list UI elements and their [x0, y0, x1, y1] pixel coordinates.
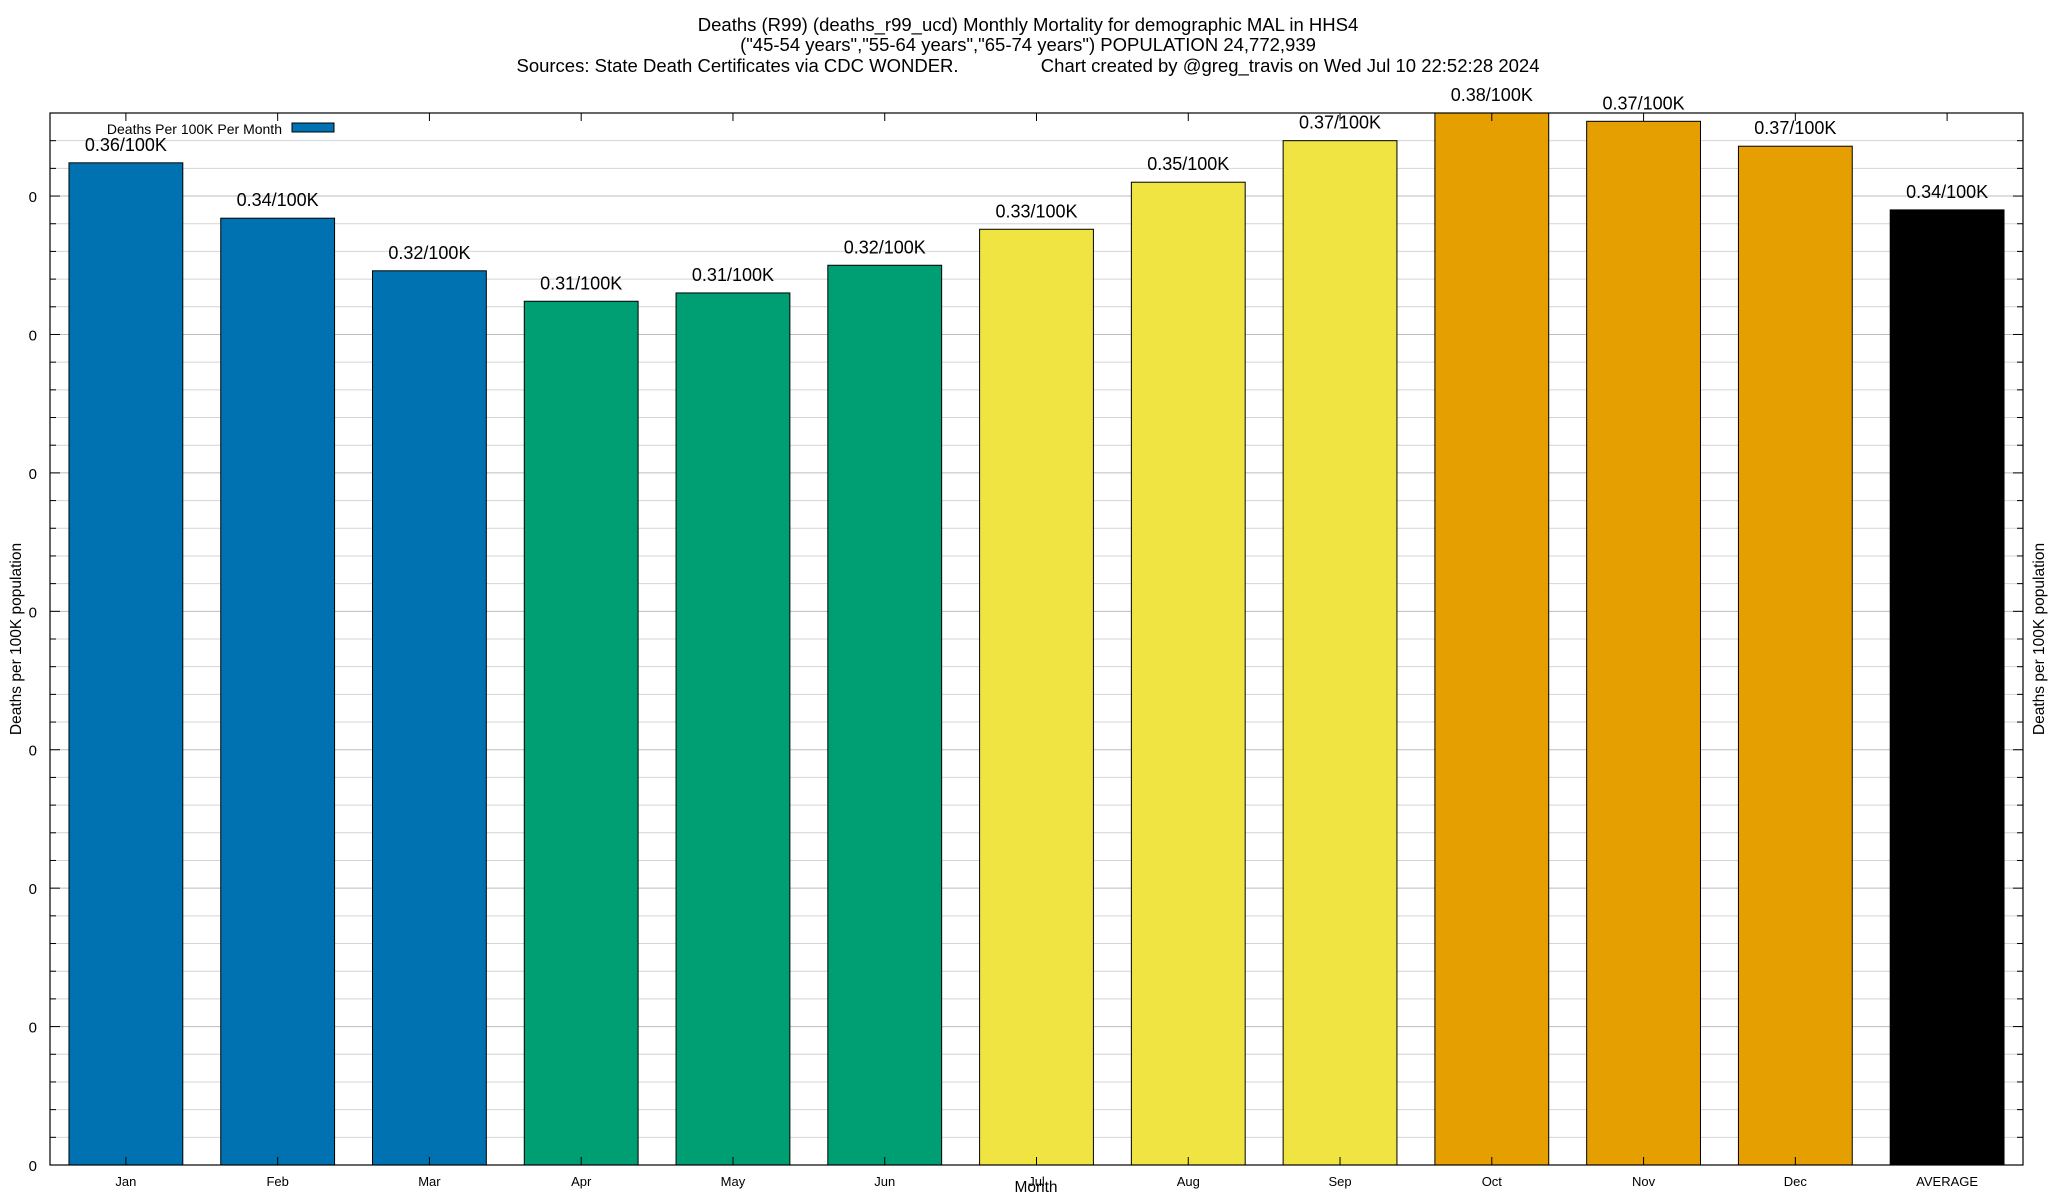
x-tick-label: AVERAGE: [1916, 1174, 1978, 1189]
bar-average: [1889, 209, 2005, 1166]
bar-oct: [1434, 112, 1550, 1166]
bar-jul: [979, 228, 1094, 1166]
x-tick-label: Apr: [571, 1174, 592, 1189]
bar-aug: [1130, 181, 1246, 1166]
x-tick-label: Aug: [1177, 1174, 1200, 1189]
y-tick-label: 0: [29, 466, 37, 483]
y-tick-label: 0: [29, 743, 37, 760]
bar-may: [675, 292, 791, 1166]
x-tick-label: Jul: [1028, 1174, 1045, 1189]
y-tick-label: 0: [29, 327, 37, 344]
x-tick-label: Feb: [266, 1174, 288, 1189]
y-tick-label: 0: [29, 1158, 37, 1175]
x-tick-label: May: [721, 1174, 746, 1189]
data-label-aug: 0.35/100K: [1147, 154, 1229, 174]
data-label-jan: 0.36/100K: [85, 135, 167, 155]
y-tick-label: 0: [29, 1020, 37, 1037]
legend: Deaths Per 100K Per Month: [107, 121, 335, 137]
data-label-average: 0.34/100K: [1906, 182, 1988, 202]
chart-title-line-1: Deaths (R99) (deaths_r99_ucd) Monthly Mo…: [698, 14, 1358, 36]
data-label-jun: 0.32/100K: [844, 237, 926, 257]
x-tick-label: Jun: [874, 1174, 895, 1189]
chart-title-line-3: Sources: State Death Certificates via CD…: [516, 55, 1539, 77]
y-axis-label-right: Deaths per 100K population: [2031, 543, 2048, 735]
plot-area-frame: [49, 112, 2024, 1166]
data-label-apr: 0.31/100K: [540, 273, 622, 293]
data-labels: 0.36/100K 0.34/100K 0.32/100K 0.31/100K 0.31…: [85, 85, 1988, 293]
x-tick-label: Jan: [115, 1174, 136, 1189]
data-label-oct: 0.38/100K: [1451, 85, 1533, 105]
y-tick-label: 0: [29, 604, 37, 621]
x-tick-label: Mar: [418, 1174, 441, 1189]
bar-jun: [827, 264, 943, 1166]
y-tick-label: 0: [29, 189, 37, 206]
bar-feb: [220, 217, 336, 1166]
data-label-dec: 0.37/100K: [1754, 118, 1836, 138]
data-label-mar: 0.32/100K: [388, 243, 470, 263]
x-axis-ticks: Jan Feb Mar Apr May Jun Jul Aug Sep Oct Nov Dec AVER…: [115, 113, 1978, 1189]
bar-nov: [1586, 120, 1701, 1166]
x-tick-label: Dec: [1784, 1174, 1808, 1189]
bar-dec: [1737, 145, 1853, 1166]
data-label-feb: 0.34/100K: [237, 190, 319, 210]
bar-sep: [1282, 140, 1398, 1166]
bar-jan: [68, 162, 184, 1166]
bar-mar: [372, 270, 487, 1166]
bar-apr: [523, 300, 639, 1166]
data-label-jul: 0.33/100K: [995, 201, 1077, 221]
x-axis-label-visible: Month: [1014, 1179, 1057, 1196]
x-tick-label: Sep: [1328, 1174, 1351, 1189]
chart-title-line-2: ("45-54 years","55-64 years","65-74 year…: [740, 34, 1316, 55]
x-tick-label: Oct: [1482, 1174, 1503, 1189]
bars: [68, 112, 2005, 1166]
y-tick-label: 0: [29, 881, 37, 898]
data-label-nov: 0.37/100K: [1603, 93, 1685, 113]
y-axis-label-left: Deaths per 100K population: [8, 543, 25, 735]
data-label-sep: 0.37/100K: [1299, 113, 1381, 133]
legend-swatch: [291, 122, 335, 133]
data-label-may: 0.31/100K: [692, 265, 774, 285]
x-tick-label: Nov: [1632, 1174, 1656, 1189]
legend-label: Deaths Per 100K Per Month: [107, 121, 282, 137]
